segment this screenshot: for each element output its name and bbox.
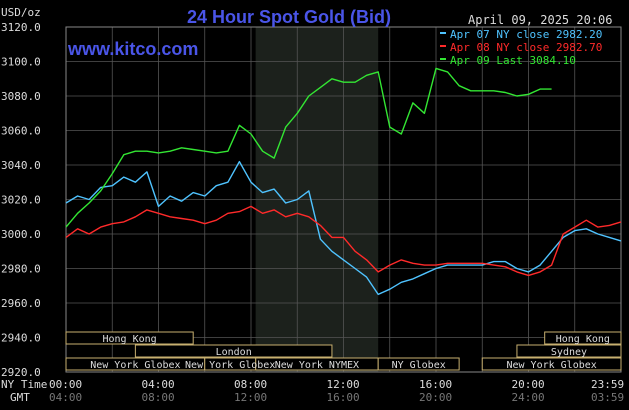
series-line-1 <box>65 160 622 296</box>
y-tick-label: 2920.0 <box>1 366 41 379</box>
x-tick-label-gmt: 20:00 <box>419 391 452 404</box>
y-axis-unit: USD/oz <box>1 6 41 19</box>
y-tick-label: 3040.0 <box>1 159 41 172</box>
x-axis-tick-labels: 00:0004:0004:0008:0008:0012:0012:0016:00… <box>49 378 624 404</box>
y-axis-tick-labels: 2920.0 2940.0 2960.0 2980.0 3000.0 3020.0 3040… <box>1 21 41 379</box>
x-tick-label-gmt: 03:59 <box>591 391 624 404</box>
x-tick-label-gmt: 08:00 <box>142 391 175 404</box>
x-tick-label-ny: 00:00 <box>49 378 82 391</box>
y-tick-label: 3000.0 <box>1 228 41 241</box>
legend-swatch <box>440 45 446 47</box>
market-session-label: Hong Kong <box>103 334 157 345</box>
x-tick-label-ny: 12:00 <box>327 378 360 391</box>
chart-title: 24 Hour Spot Gold (Bid) <box>187 7 391 27</box>
y-tick-label: 3060.0 <box>1 125 41 138</box>
legend-entry: Apr 08 NY close 2982.70 <box>450 41 602 54</box>
market-session-box <box>516 344 622 358</box>
x-tick-label-ny: 23:59 <box>591 378 624 391</box>
x-tick-label-ny: 16:00 <box>419 378 452 391</box>
y-tick-label: 2980.0 <box>1 263 41 276</box>
x-tick-label-gmt: 12:00 <box>234 391 267 404</box>
legend-entry: Apr 09 Last 3084.10 <box>450 54 576 67</box>
x-tick-label-ny: 08:00 <box>234 378 267 391</box>
series-line-3 <box>65 67 552 228</box>
x-tick-label-ny: 20:00 <box>512 378 545 391</box>
y-tick-label: 3100.0 <box>1 56 41 69</box>
x-tick-label-gmt: 16:00 <box>327 391 360 404</box>
plot-frame <box>65 26 622 373</box>
y-tick-label: 3080.0 <box>1 90 41 103</box>
price-series <box>65 67 622 296</box>
legend-entry: Apr 07 NY close 2982.20 <box>450 28 602 41</box>
ny-time-label: NY Time <box>1 378 47 391</box>
y-tick-label: 3020.0 <box>1 194 41 207</box>
market-session-box <box>134 344 333 358</box>
legend-swatch <box>440 58 446 60</box>
market-session-box <box>481 357 622 371</box>
market-session-box <box>65 331 194 345</box>
x-tick-label-gmt: 04:00 <box>49 391 82 404</box>
market-session-box <box>204 357 257 371</box>
market-session-label: New York Globex <box>506 360 596 371</box>
y-tick-label: 2940.0 <box>1 332 41 345</box>
market-session-label: New York Globex <box>90 360 180 371</box>
x-tick-label-gmt: 24:00 <box>512 391 545 404</box>
market-session-label: NY Globex <box>392 360 446 371</box>
market-session-label: Sydney <box>551 347 587 358</box>
y-tick-label: 3120.0 <box>1 21 41 34</box>
market-session-label: New York Globex <box>185 360 275 371</box>
timestamp: April 09, 2025 20:06 <box>468 13 613 27</box>
website-label: www.kitco.com <box>67 39 198 59</box>
series-line-2 <box>65 205 622 277</box>
market-session-label: New York NYMEX <box>275 360 359 371</box>
x-tick-label-ny: 04:00 <box>142 378 175 391</box>
y-tick-label: 2960.0 <box>1 297 41 310</box>
legend-swatch <box>440 32 446 34</box>
market-session-box <box>544 331 622 345</box>
market-session-box <box>377 357 460 371</box>
gmt-label: GMT <box>10 391 30 404</box>
market-session-label: London <box>216 347 252 358</box>
market-session-label: Hong Kong <box>556 334 610 345</box>
